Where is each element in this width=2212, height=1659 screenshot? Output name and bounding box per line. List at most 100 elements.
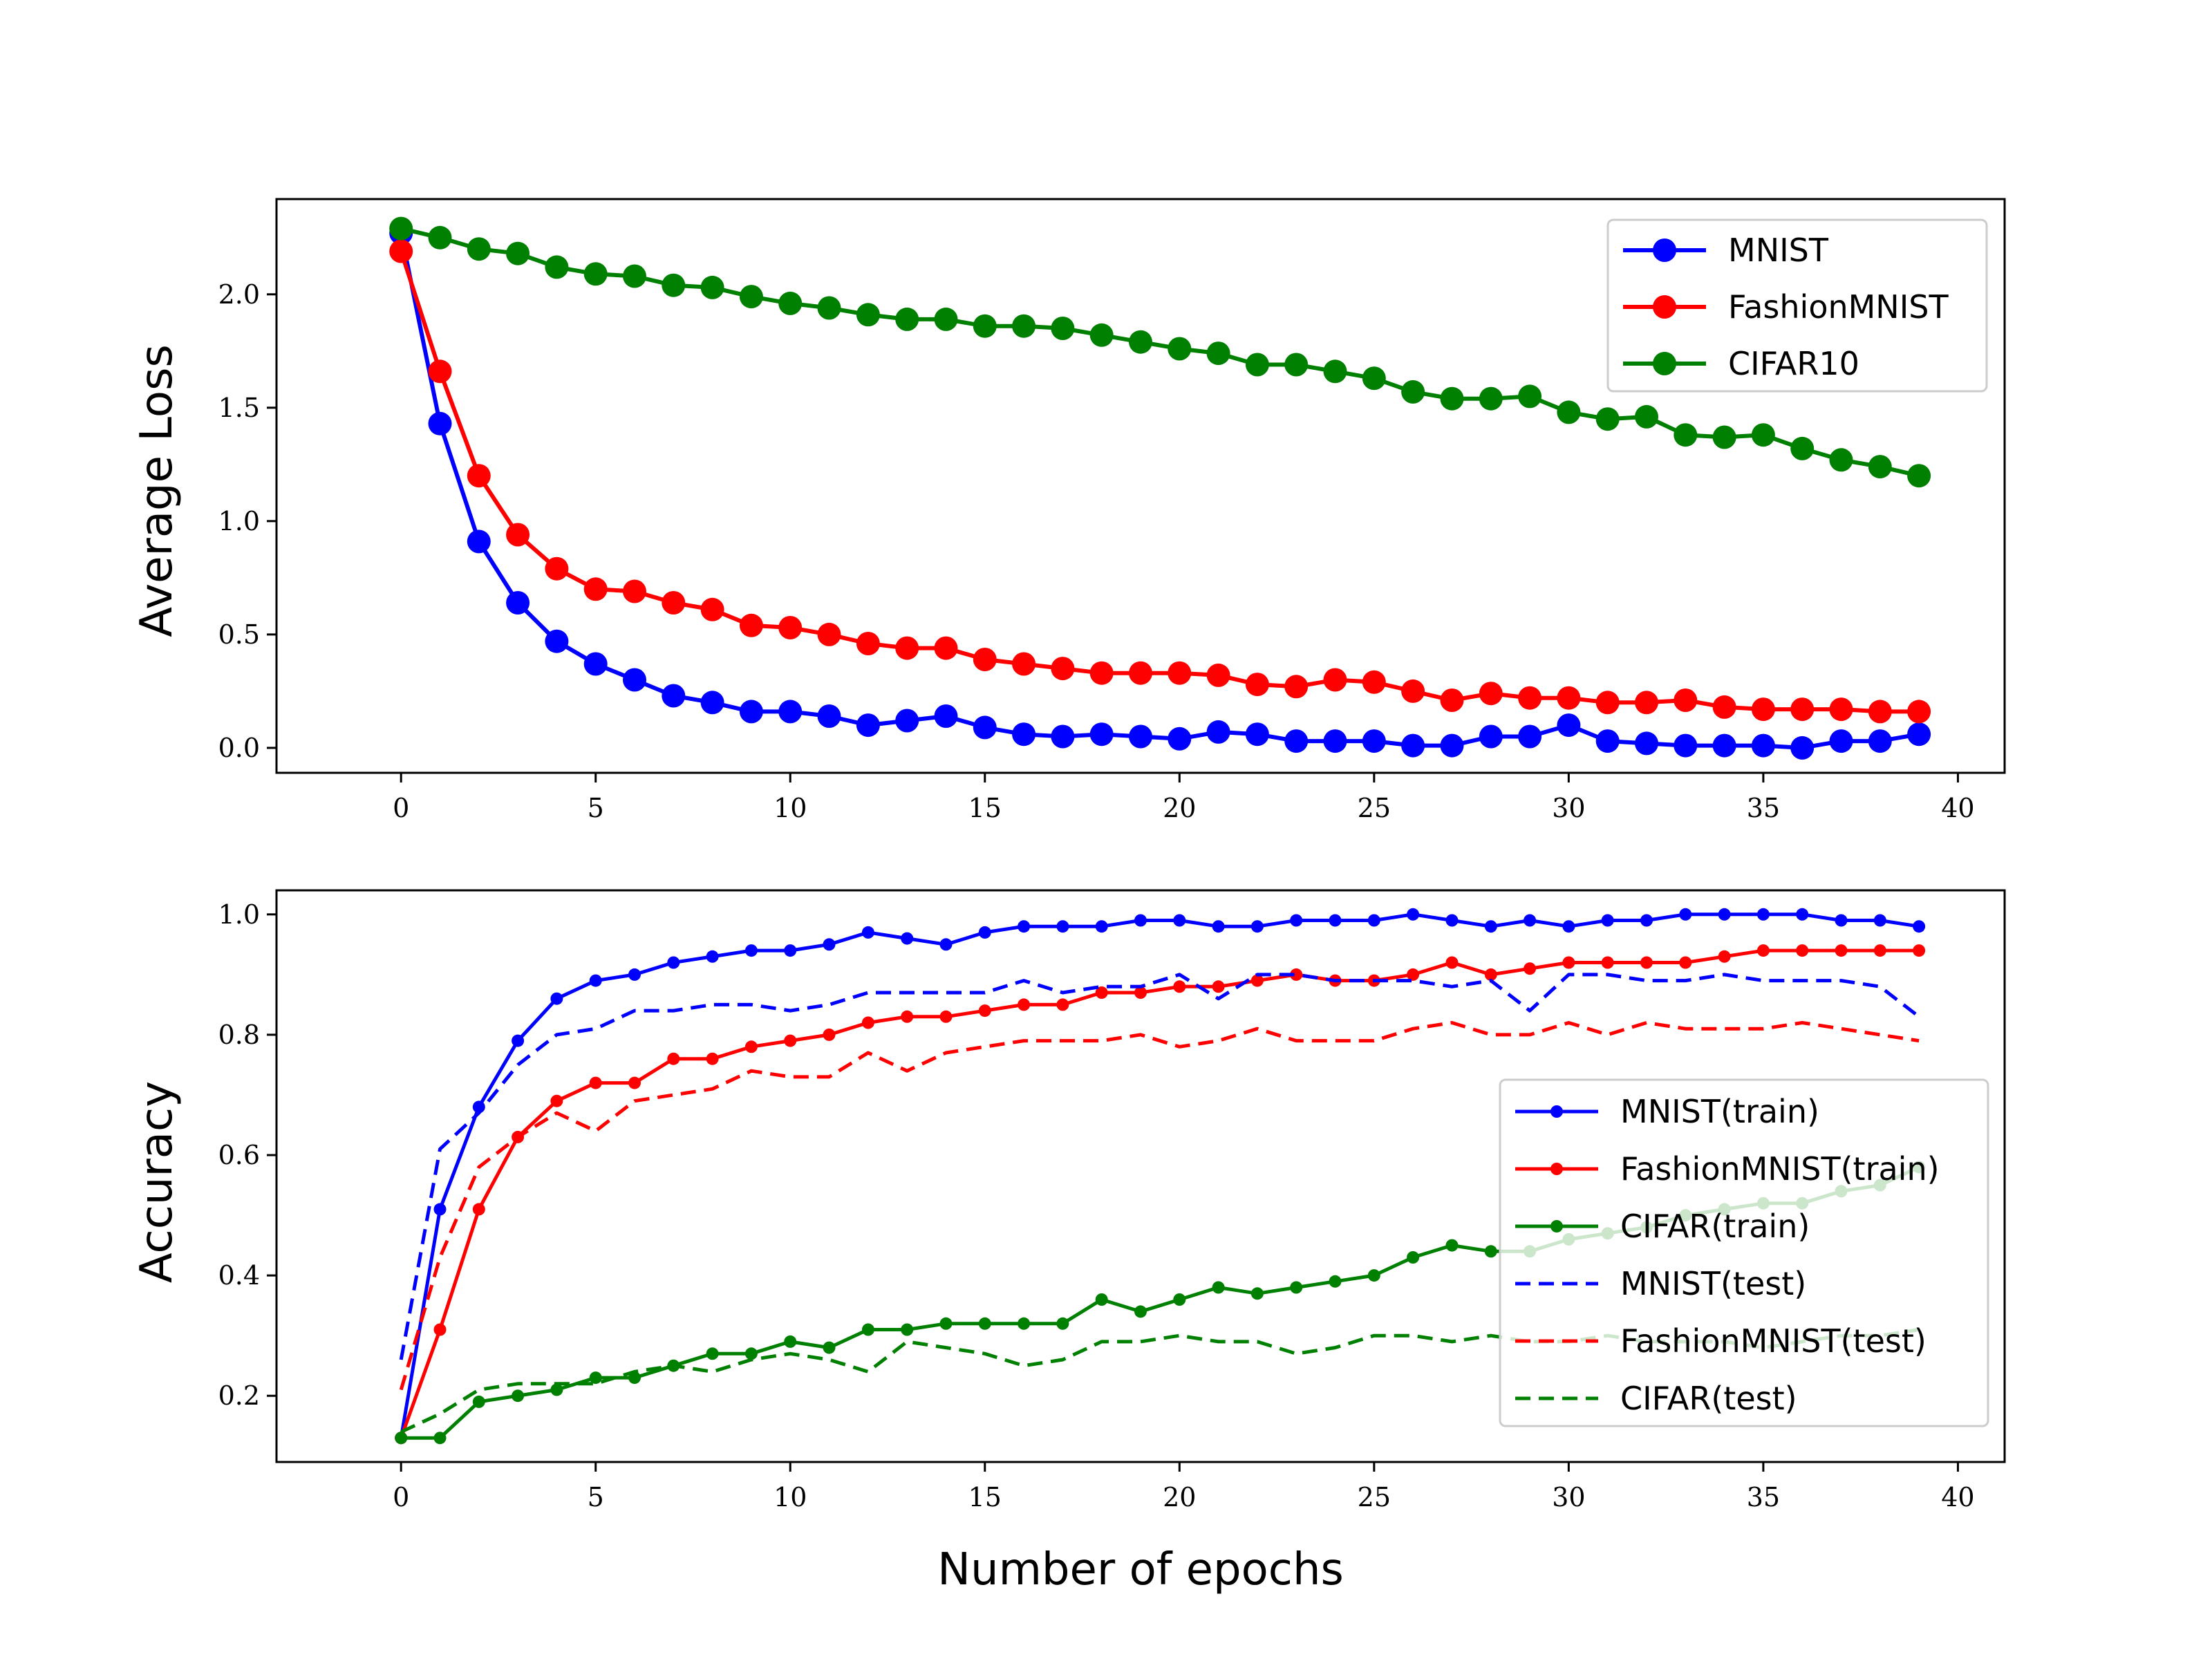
accuracy-panel: Accuracy Number of epochs 0 5 10 15 20 25 30 35…: [131, 889, 2006, 1595]
data-point: [934, 704, 958, 728]
legend-marker: [1653, 352, 1676, 375]
data-point: [978, 1317, 991, 1330]
data-point: [1445, 914, 1459, 927]
data-point: [1362, 729, 1386, 753]
x-tick-label: 30: [1552, 1482, 1585, 1512]
x-tick-label: 30: [1552, 793, 1585, 823]
data-point: [973, 314, 997, 338]
data-point: [506, 241, 530, 265]
data-point: [1329, 1275, 1342, 1288]
data-point: [1907, 700, 1931, 724]
x-tick-label: 20: [1163, 1482, 1196, 1512]
data-point: [1206, 341, 1230, 366]
data-point: [428, 411, 452, 435]
data-point: [1173, 1293, 1186, 1306]
data-point: [1868, 700, 1892, 724]
data-point: [1284, 729, 1309, 753]
data-point: [1095, 986, 1108, 999]
y-tick-label: 0.8: [218, 1020, 260, 1050]
data-point: [978, 926, 991, 939]
data-point: [901, 932, 914, 945]
data-point: [784, 1335, 797, 1348]
x-tick-label: 35: [1747, 793, 1780, 823]
data-point: [1134, 1305, 1147, 1318]
data-point: [895, 709, 919, 733]
data-point: [1012, 314, 1036, 338]
y-tick-label: 0.5: [218, 619, 260, 650]
y-tick-label: 2.0: [218, 279, 260, 310]
data-point: [973, 648, 997, 671]
data-point: [1129, 661, 1152, 685]
data-point: [1407, 1251, 1420, 1264]
data-point: [1445, 1239, 1459, 1252]
data-point: [433, 1432, 447, 1445]
legend-marker: [1550, 1163, 1563, 1175]
data-point: [739, 285, 763, 309]
data-point: [1907, 722, 1931, 747]
data-point: [1206, 663, 1230, 687]
data-point: [700, 275, 724, 299]
plot-area-frame: [275, 198, 2006, 774]
data-point: [589, 974, 602, 987]
data-point: [545, 556, 569, 581]
data-point: [467, 529, 491, 554]
data-point: [901, 1323, 914, 1336]
data-point: [628, 1371, 641, 1385]
data-point: [1095, 1293, 1108, 1306]
data-point: [1407, 968, 1420, 981]
loss-panel: Average Loss 0 5 10 15 20 25 30 35 40 0.0 0.5 1.0 1.…: [131, 198, 2006, 823]
data-point: [939, 1317, 953, 1330]
data-point: [1835, 914, 1848, 927]
data-point: [1712, 695, 1736, 719]
x-tick-label: 5: [588, 1482, 604, 1512]
data-point: [1518, 686, 1542, 710]
data-point: [1440, 386, 1464, 411]
x-tick-label: 35: [1747, 1482, 1780, 1512]
data-point: [1796, 908, 1809, 921]
data-point: [1557, 686, 1581, 710]
data-point: [1790, 735, 1815, 760]
data-point: [1796, 944, 1809, 957]
data-point: [1557, 713, 1581, 738]
data-point: [1595, 407, 1620, 431]
legend-entry: CIFAR(train): [1620, 1208, 1810, 1245]
legend-marker: [1653, 238, 1676, 262]
data-point: [1168, 661, 1192, 685]
legend-entry: MNIST(test): [1620, 1265, 1806, 1302]
series-line-fashionmnist: [399, 250, 1920, 714]
data-point: [1018, 920, 1031, 933]
data-point: [1362, 366, 1386, 391]
data-point: [1012, 722, 1036, 747]
y-tick-label: 1.5: [218, 393, 260, 423]
data-point: [1323, 729, 1347, 753]
data-point: [1134, 914, 1147, 927]
legend-marker: [1653, 295, 1676, 319]
data-point: [939, 1010, 953, 1023]
data-point: [817, 704, 841, 728]
data-point: [1913, 944, 1926, 957]
data-point: [1479, 682, 1503, 706]
data-point: [1056, 1317, 1069, 1330]
data-point: [1012, 652, 1036, 676]
data-point: [700, 691, 724, 715]
data-point: [1756, 908, 1770, 921]
data-point: [583, 652, 608, 676]
data-point: [1018, 1317, 1031, 1330]
data-point: [1250, 974, 1264, 987]
data-point: [1751, 423, 1775, 447]
data-point: [623, 579, 646, 603]
data-point: [1367, 1269, 1380, 1282]
data-point: [1829, 448, 1853, 472]
data-point: [1718, 908, 1731, 921]
data-point: [901, 1010, 914, 1023]
data-point: [934, 307, 958, 331]
data-point: [1712, 733, 1736, 758]
data-point: [1562, 920, 1575, 933]
data-point: [1401, 733, 1425, 758]
data-point: [1362, 670, 1386, 694]
data-point: [1679, 908, 1692, 921]
data-point: [1401, 679, 1425, 703]
data-point: [1601, 914, 1614, 927]
data-point: [1484, 968, 1497, 981]
series-line-mnist: [399, 232, 1920, 750]
